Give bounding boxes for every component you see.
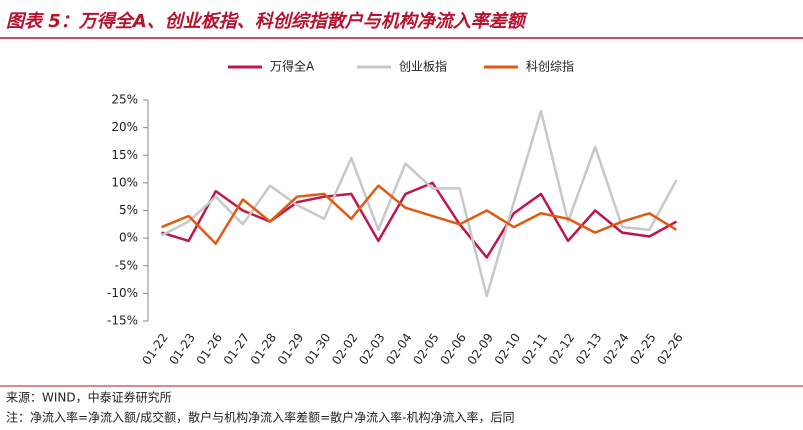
y-tick-label: -5% <box>115 258 138 272</box>
note: 注：净流入率=净流入额/成交额，散户与机构净流入率差额=散户净流入率-机构净流入… <box>6 410 515 425</box>
y-tick-label: 25% <box>111 93 138 107</box>
y-tick-label: -15% <box>107 314 138 328</box>
x-tick-label: 02-13 <box>573 331 604 368</box>
x-tick-label: 01-22 <box>139 331 170 368</box>
x-tick-label: 02-10 <box>492 331 523 368</box>
y-tick-label: 15% <box>111 148 138 162</box>
x-tick-label: 01-30 <box>302 331 333 368</box>
x-tick-label: 02-03 <box>356 331 387 368</box>
y-tick-label: 0% <box>119 231 138 245</box>
series-line <box>160 109 678 298</box>
y-tick-label: 10% <box>111 175 138 189</box>
source: 来源：WIND，中泰证券研究所 <box>6 390 172 405</box>
x-tick-label: 01-26 <box>194 331 225 368</box>
x-tick-label: 02-12 <box>546 331 577 368</box>
x-tick-label: 02-02 <box>329 331 360 368</box>
x-tick-label: 02-05 <box>410 331 441 368</box>
y-tick-label: 20% <box>111 120 138 134</box>
x-tick-label: 02-09 <box>465 331 496 368</box>
chart-title: 图表 5：万得全A、创业板指、科创综指散户与机构净流入率差额 <box>6 11 529 32</box>
x-tick-label: 01-28 <box>248 331 279 368</box>
x-tick-label: 01-27 <box>221 331 252 368</box>
legend-label: 创业板指 <box>399 59 447 74</box>
x-tick-label: 02-24 <box>600 331 631 368</box>
y-tick-label: 5% <box>119 203 138 217</box>
x-tick-label: 02-26 <box>654 331 685 368</box>
x-tick-label: 01-29 <box>275 331 306 368</box>
x-tick-label: 02-11 <box>519 331 550 368</box>
legend-label: 万得全A <box>270 59 315 74</box>
series-line <box>161 181 678 259</box>
x-tick-label: 02-06 <box>438 331 469 368</box>
x-tick-label: 01-23 <box>167 331 198 368</box>
series-line <box>161 184 678 245</box>
x-tick-label: 02-04 <box>383 331 414 368</box>
x-tick-label: 02-25 <box>627 331 658 368</box>
y-tick-label: -10% <box>107 286 138 300</box>
legend-label: 科创综指 <box>526 59 574 74</box>
